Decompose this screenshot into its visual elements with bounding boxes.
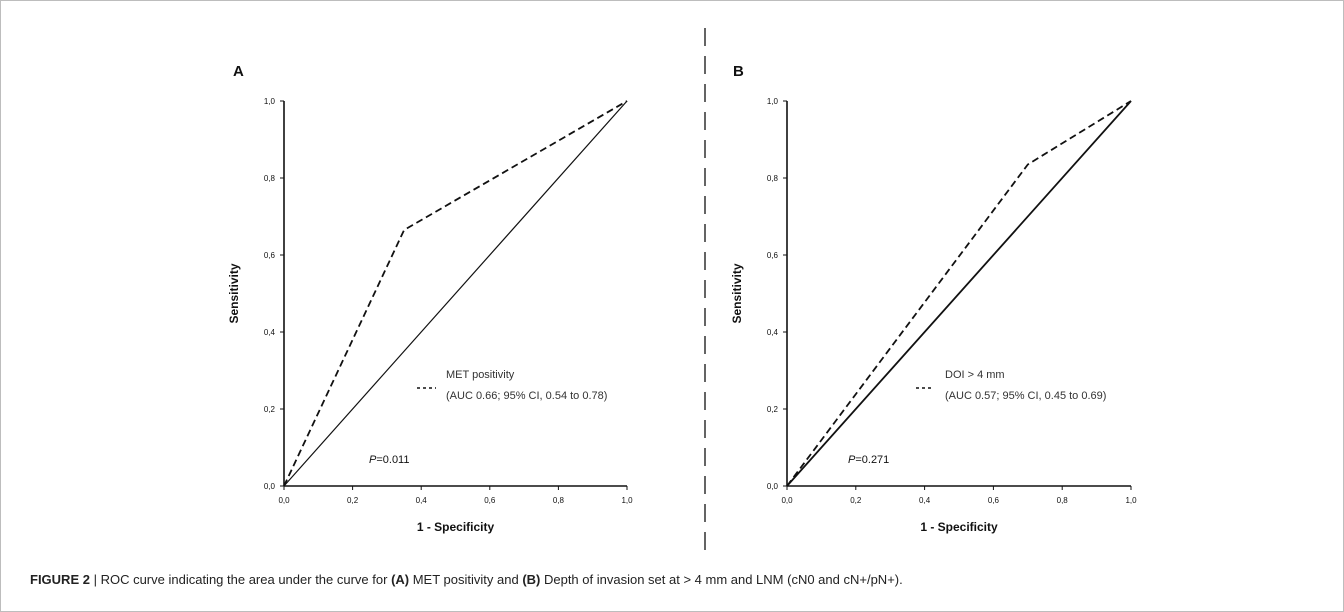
panel-a-legend-label: MET positivity — [446, 369, 515, 381]
panel-b: B 0,0 0,2 0,4 0,6 0,8 1,0 0,0 0,2 0,4 0,6 0,8 1,0 1 -… — [730, 63, 1137, 534]
panel-b-p-symbol: P — [848, 454, 856, 466]
panel-a-x-axis-title: 1 - Specificity — [417, 520, 495, 534]
panel-b-y-tick-label: 0,8 — [767, 174, 779, 183]
panel-a-x-tick-label: 1,0 — [621, 496, 633, 505]
panel-b-x-tick-label: 1,0 — [1125, 496, 1137, 505]
panel-b-p-number: =0.271 — [855, 454, 889, 466]
panel-b-roc-curve — [786, 100, 1132, 487]
panel-a-x-tick-label: 0,4 — [416, 496, 428, 505]
panel-b-x-tick-label: 0,8 — [1057, 496, 1069, 505]
panel-b-legend-label: DOI > 4 mm — [945, 369, 1005, 381]
panel-a-y-axis-title: Sensitivity — [227, 263, 241, 323]
caption-bold-a: (A) — [391, 572, 410, 587]
panel-a-y-tick-label: 0,6 — [264, 251, 276, 260]
caption-separator: | — [89, 572, 101, 587]
caption-text-2: MET positivity and — [409, 572, 523, 587]
caption-bold-b: (B) — [522, 572, 541, 587]
panel-b-y-tick-label: 0,6 — [767, 251, 779, 260]
panel-a-x-tick-label: 0,0 — [278, 496, 290, 505]
panel-a-y-tick-label: 1,0 — [264, 97, 276, 106]
panel-b-letter: B — [733, 63, 744, 80]
panel-b-reference-line — [786, 100, 1132, 487]
panel-a-y-tick-label: 0,0 — [264, 482, 276, 491]
panel-b-x-axis-title: 1 - Specificity — [920, 520, 998, 534]
panel-a: A 0,0 0,2 0,4 0,6 0,8 1,0 0,0 0,2 0,4 0,6 0,8 1,0 1 -… — [227, 63, 633, 534]
panel-b-p-value: P=0.271 — [848, 454, 889, 466]
panel-a-reference-line — [283, 100, 628, 487]
panel-b-x-tick-label: 0,6 — [988, 496, 1000, 505]
panel-b-y-tick-label: 1,0 — [767, 97, 779, 106]
panel-b-legend-auc: (AUC 0.57; 95% CI, 0.45 to 0.69) — [945, 390, 1106, 402]
panel-a-letter: A — [233, 63, 244, 80]
panel-b-y-tick-label: 0,2 — [767, 405, 779, 414]
panel-a-y-tick-label: 0,2 — [264, 405, 276, 414]
figure-caption: FIGURE 2 | ROC curve indicating the area… — [30, 572, 1320, 587]
caption-figure-label: FIGURE 2 — [30, 572, 90, 587]
panel-b-y-tick-label: 0,0 — [767, 482, 779, 491]
panel-a-x-tick-label: 0,6 — [484, 496, 496, 505]
panel-a-y-tick-label: 0,8 — [264, 174, 276, 183]
panel-b-x-tick-label: 0,2 — [850, 496, 862, 505]
panel-a-y-tick-label: 0,4 — [264, 328, 276, 337]
caption-text-1: ROC curve indicating the area under the … — [100, 572, 392, 587]
panel-a-p-number: =0.011 — [376, 454, 409, 466]
panel-a-p-symbol: P — [369, 454, 377, 466]
panel-a-p-value: P=0.011 — [369, 454, 409, 466]
caption-text-3: Depth of invasion set at > 4 mm and LNM … — [540, 572, 903, 587]
panel-a-roc-curve — [283, 100, 628, 487]
panel-a-legend-auc: (AUC 0.66; 95% CI, 0.54 to 0.78) — [446, 390, 607, 402]
panel-b-y-axis-title: Sensitivity — [730, 263, 744, 323]
panel-b-y-tick-label: 0,4 — [767, 328, 779, 337]
panel-a-x-tick-label: 0,8 — [553, 496, 565, 505]
panel-b-x-tick-label: 0,4 — [919, 496, 931, 505]
panel-a-x-tick-label: 0,2 — [347, 496, 359, 505]
panel-b-x-tick-label: 0,0 — [781, 496, 793, 505]
